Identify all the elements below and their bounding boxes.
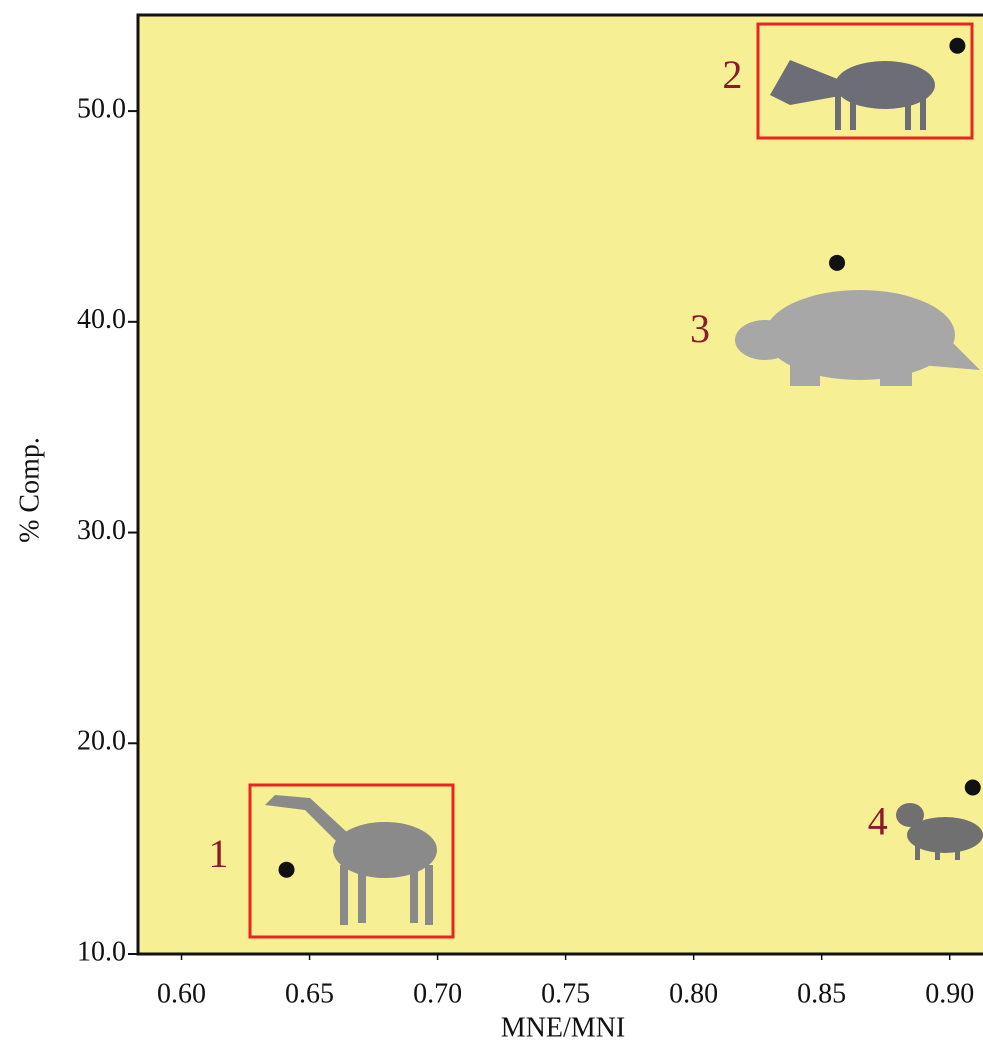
- x-tick-label: 0.75: [541, 978, 590, 1009]
- plot-area: [138, 15, 983, 954]
- point-label: 1: [209, 831, 229, 876]
- point: [949, 38, 965, 54]
- point: [829, 255, 845, 271]
- y-tick-label: 20.0: [77, 726, 126, 757]
- point: [965, 780, 981, 796]
- point: [279, 862, 295, 878]
- x-axis-title: MNE/MNI: [501, 1012, 625, 1043]
- x-tick-label: 0.60: [157, 978, 206, 1009]
- point-label: 2: [722, 52, 742, 97]
- chart: MNE/MNI % Comp. 0.60 0.65 0.70 0.75 0.80 0.85…: [0, 0, 983, 1046]
- x-tick-label: 0.70: [413, 978, 462, 1009]
- x-tick-label: 0.80: [669, 978, 718, 1009]
- y-tick-label: 30.0: [77, 515, 126, 546]
- x-tick-label: 0.90: [925, 978, 974, 1009]
- y-axis-title: % Comp.: [14, 437, 45, 543]
- point-label: 4: [868, 799, 888, 844]
- y-tick-label: 50.0: [77, 94, 126, 125]
- x-tick-label: 0.65: [285, 978, 334, 1009]
- x-tick-label: 0.85: [797, 978, 846, 1009]
- point-label: 3: [690, 306, 710, 351]
- page: {"chart_data": {"type": "scatter", "x_la…: [0, 0, 983, 1046]
- y-tick-label: 10.0: [77, 936, 126, 967]
- y-tick-label: 40.0: [77, 304, 126, 335]
